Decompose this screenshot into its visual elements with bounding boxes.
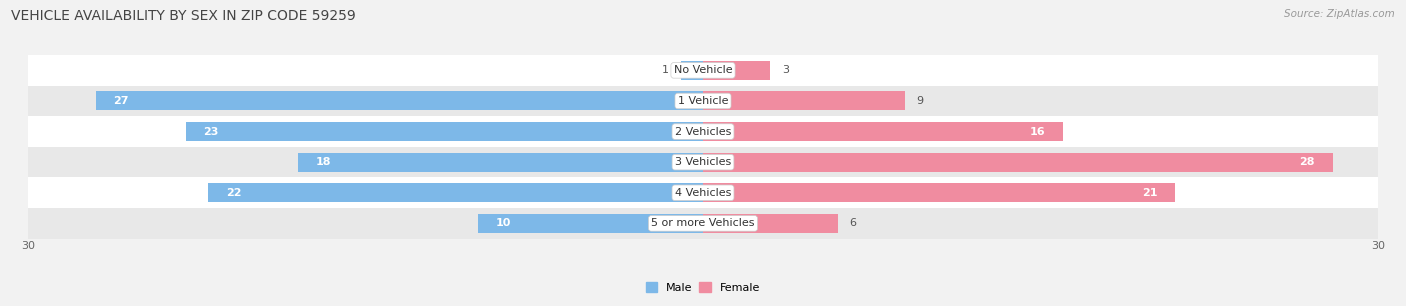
Bar [298, 153, 703, 172]
Bar [478, 214, 703, 233]
Text: 6: 6 [849, 218, 856, 228]
Text: 9: 9 [917, 96, 924, 106]
Bar [96, 91, 703, 110]
Bar [703, 61, 770, 80]
Legend: Male, Female: Male, Female [641, 277, 765, 297]
Bar [28, 116, 1378, 147]
Text: 3 Vehicles: 3 Vehicles [675, 157, 731, 167]
Text: Source: ZipAtlas.com: Source: ZipAtlas.com [1284, 9, 1395, 19]
Bar [703, 122, 1063, 141]
Bar [208, 183, 703, 202]
Text: 1: 1 [662, 65, 669, 75]
Text: 2 Vehicles: 2 Vehicles [675, 127, 731, 136]
Text: 28: 28 [1299, 157, 1315, 167]
Text: No Vehicle: No Vehicle [673, 65, 733, 75]
Bar [28, 208, 1378, 239]
Text: 23: 23 [204, 127, 219, 136]
Bar [28, 86, 1378, 116]
Text: 21: 21 [1142, 188, 1157, 198]
Bar [703, 183, 1175, 202]
Bar [28, 147, 1378, 177]
Text: 1 Vehicle: 1 Vehicle [678, 96, 728, 106]
Text: 4 Vehicles: 4 Vehicles [675, 188, 731, 198]
Text: 10: 10 [496, 218, 512, 228]
Bar [681, 61, 703, 80]
Bar [186, 122, 703, 141]
Bar [703, 91, 905, 110]
Bar [28, 177, 1378, 208]
Bar [703, 153, 1333, 172]
Text: 3: 3 [782, 65, 789, 75]
Text: 5 or more Vehicles: 5 or more Vehicles [651, 218, 755, 228]
Text: 18: 18 [316, 157, 332, 167]
Text: 16: 16 [1029, 127, 1045, 136]
Text: 27: 27 [114, 96, 129, 106]
Text: 22: 22 [226, 188, 242, 198]
Text: VEHICLE AVAILABILITY BY SEX IN ZIP CODE 59259: VEHICLE AVAILABILITY BY SEX IN ZIP CODE … [11, 9, 356, 23]
Bar [28, 55, 1378, 86]
Bar [703, 214, 838, 233]
